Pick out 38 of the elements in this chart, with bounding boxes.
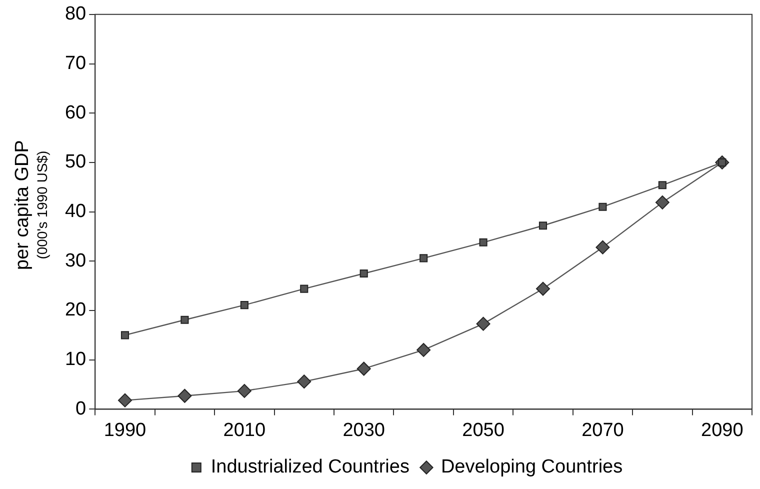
y-tick-label: 10 [64,349,86,370]
point [297,374,312,389]
x-tick-label: 2050 [462,420,504,441]
point [120,331,130,340]
point [178,388,192,403]
point [538,222,548,230]
y-tick-label: 20 [64,300,86,321]
y-tick-label: 0 [76,398,86,420]
y-tick-label: 40 [64,201,86,222]
point [180,316,189,324]
point [598,202,607,211]
x-tick-label: 2090 [701,420,744,441]
point [240,301,248,310]
y-tick-label: 50 [64,152,86,173]
x-tick-label: 2070 [582,420,624,441]
point [658,181,666,190]
x-tick-label: 2030 [342,420,385,441]
legend-label: Industrialized Countries [210,456,410,478]
legend-label: Developing Countries [440,456,623,478]
y-tick-label: 70 [64,52,86,74]
y-tick-label: 80 [64,4,86,25]
point [237,384,252,398]
point [596,240,610,254]
point [476,316,490,331]
point [360,269,368,278]
y-tick-label: 30 [64,250,86,272]
x-tick-label: 1990 [104,420,146,441]
x-tick-label: 2010 [223,420,266,441]
point [118,393,132,408]
point [356,362,371,376]
point [300,284,308,293]
y-axis-title: per capita GDP (000's 1990 US$) [12,140,50,270]
point [479,238,488,246]
point [416,342,431,357]
point [420,254,428,262]
point [655,195,670,210]
point [536,282,550,296]
y-tick-label: 60 [64,102,86,124]
